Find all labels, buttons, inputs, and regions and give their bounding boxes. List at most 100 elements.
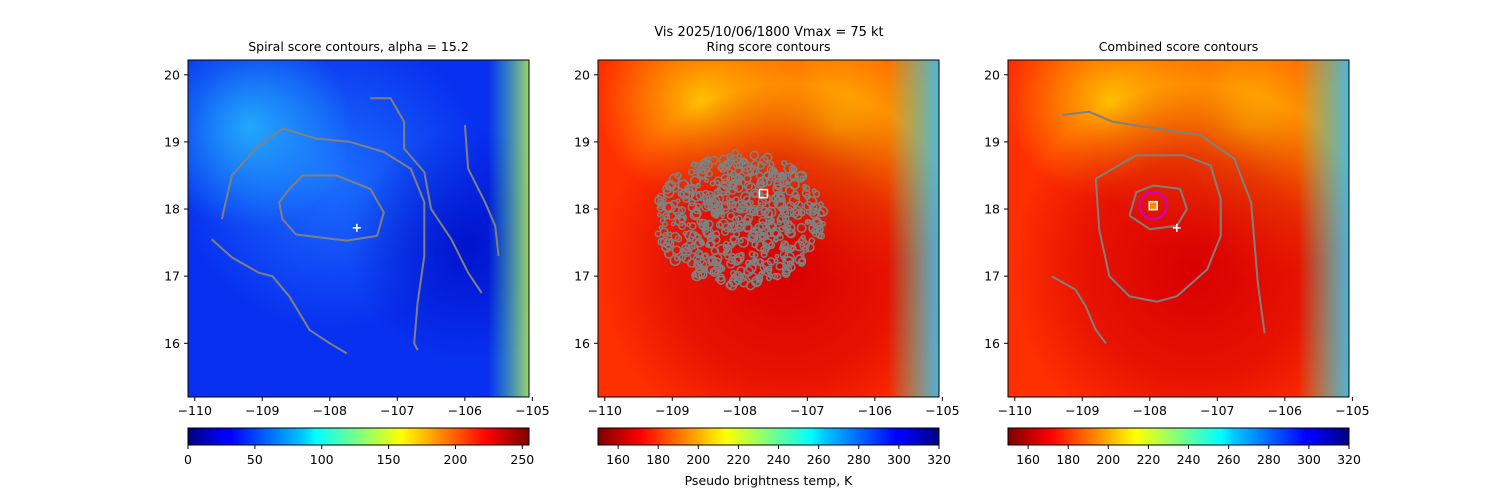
ring-contour <box>698 163 710 175</box>
ring-contour <box>681 253 692 264</box>
x-tick-label: −107 <box>790 403 824 418</box>
score-max-marker <box>758 188 769 199</box>
ring-contour <box>764 209 770 216</box>
ring-contour <box>670 221 676 227</box>
colorbar-tick-label: 320 <box>927 452 951 467</box>
ring-contour <box>723 161 730 168</box>
ring-contour-blob <box>654 149 829 291</box>
ring-contour <box>742 222 753 233</box>
x-tick-label: −109 <box>655 403 689 418</box>
y-tick-label: 18 <box>164 202 180 217</box>
ring-contour <box>751 241 759 249</box>
y-tick-label: 19 <box>574 134 590 149</box>
x-tick-label: −110 <box>588 403 622 418</box>
colorbar-tick-label: 280 <box>1257 452 1281 467</box>
ring-contour <box>694 233 702 241</box>
ring-contour <box>738 251 745 259</box>
ring-contour <box>691 208 702 219</box>
x-tick-label: −105 <box>515 403 549 418</box>
score-contour <box>278 174 385 242</box>
ring-contour <box>667 231 673 237</box>
eye-circle <box>1138 191 1168 221</box>
colorbar-tick-label: 220 <box>1136 452 1160 467</box>
ring-contour <box>745 280 756 291</box>
ring-contour <box>661 197 667 203</box>
ring-contour <box>788 195 801 207</box>
ring-contour <box>776 233 784 241</box>
ring-contour <box>726 168 734 176</box>
ring-contour <box>775 261 785 271</box>
ring-contour <box>682 230 688 236</box>
y-tick-label: 16 <box>574 336 590 351</box>
ring-contour <box>801 184 808 190</box>
ring-contour <box>695 182 702 189</box>
ring-contour <box>730 178 739 188</box>
ring-contour <box>688 222 697 231</box>
ring-contour <box>718 202 730 214</box>
ring-contour <box>699 196 705 202</box>
ring-contour <box>796 170 808 182</box>
ring-contour <box>669 199 679 209</box>
score-contour <box>1128 184 1188 231</box>
ring-contour <box>734 200 747 212</box>
colorbar-tick-label: 220 <box>726 452 750 467</box>
ring-contour <box>712 212 720 219</box>
ring-contour <box>661 184 672 195</box>
ring-contour <box>811 226 822 238</box>
ring-contour <box>706 263 717 275</box>
ring-contour <box>724 247 733 256</box>
ring-contour <box>808 203 818 213</box>
ring-contour <box>748 259 755 266</box>
ring-contour <box>730 255 742 266</box>
y-tick-label: 20 <box>574 67 590 82</box>
ring-contour <box>799 175 805 181</box>
ring-contour <box>745 205 756 215</box>
ring-contour <box>672 206 684 217</box>
ring-contour <box>656 203 665 212</box>
ring-contour <box>780 197 787 203</box>
y-tick-label: 16 <box>984 336 1000 351</box>
ring-contour <box>681 246 693 257</box>
x-tick-label: −106 <box>858 403 892 418</box>
ring-contour <box>791 190 799 198</box>
colorbar-label: Pseudo brightness temp, K <box>685 473 854 488</box>
ring-contour <box>765 179 773 186</box>
ring-contour <box>773 258 779 264</box>
ring-contour <box>772 180 783 191</box>
ring-contour <box>755 277 762 284</box>
ring-contour <box>703 156 712 164</box>
ring-contour <box>718 164 727 173</box>
score-contour <box>370 97 483 294</box>
x-tick-label: −110 <box>178 403 212 418</box>
ring-contour <box>792 210 803 221</box>
ring-contour <box>773 272 782 281</box>
ring-contour <box>777 171 788 182</box>
ring-contour <box>724 190 731 196</box>
x-tick-label: −106 <box>448 403 482 418</box>
ring-contour <box>718 265 726 273</box>
ring-contour <box>739 191 751 203</box>
ring-contour <box>766 269 772 275</box>
ring-contour <box>734 177 743 186</box>
x-tick-label: −109 <box>1065 403 1099 418</box>
colorbar-tick-label: 260 <box>807 452 831 467</box>
ring-contour <box>675 198 681 204</box>
ring-contour <box>799 240 810 251</box>
ring-contour <box>689 209 701 221</box>
ring-contour <box>784 222 796 234</box>
ring-contour <box>736 266 746 276</box>
ring-contour <box>774 253 780 259</box>
panel-title: Ring score contours <box>706 39 830 54</box>
y-tick-label: 17 <box>574 269 590 284</box>
ring-contour <box>689 230 697 238</box>
ring-contour <box>659 217 666 224</box>
ring-contour <box>742 216 752 226</box>
colorbar-tick-label: 240 <box>1177 452 1201 467</box>
x-tick-label: −107 <box>380 403 414 418</box>
ring-contour <box>677 179 690 191</box>
ring-contour <box>665 238 673 247</box>
ring-contour <box>708 256 717 265</box>
ring-contour <box>790 244 797 252</box>
ring-contour <box>755 180 765 189</box>
ring-contour <box>763 171 772 180</box>
